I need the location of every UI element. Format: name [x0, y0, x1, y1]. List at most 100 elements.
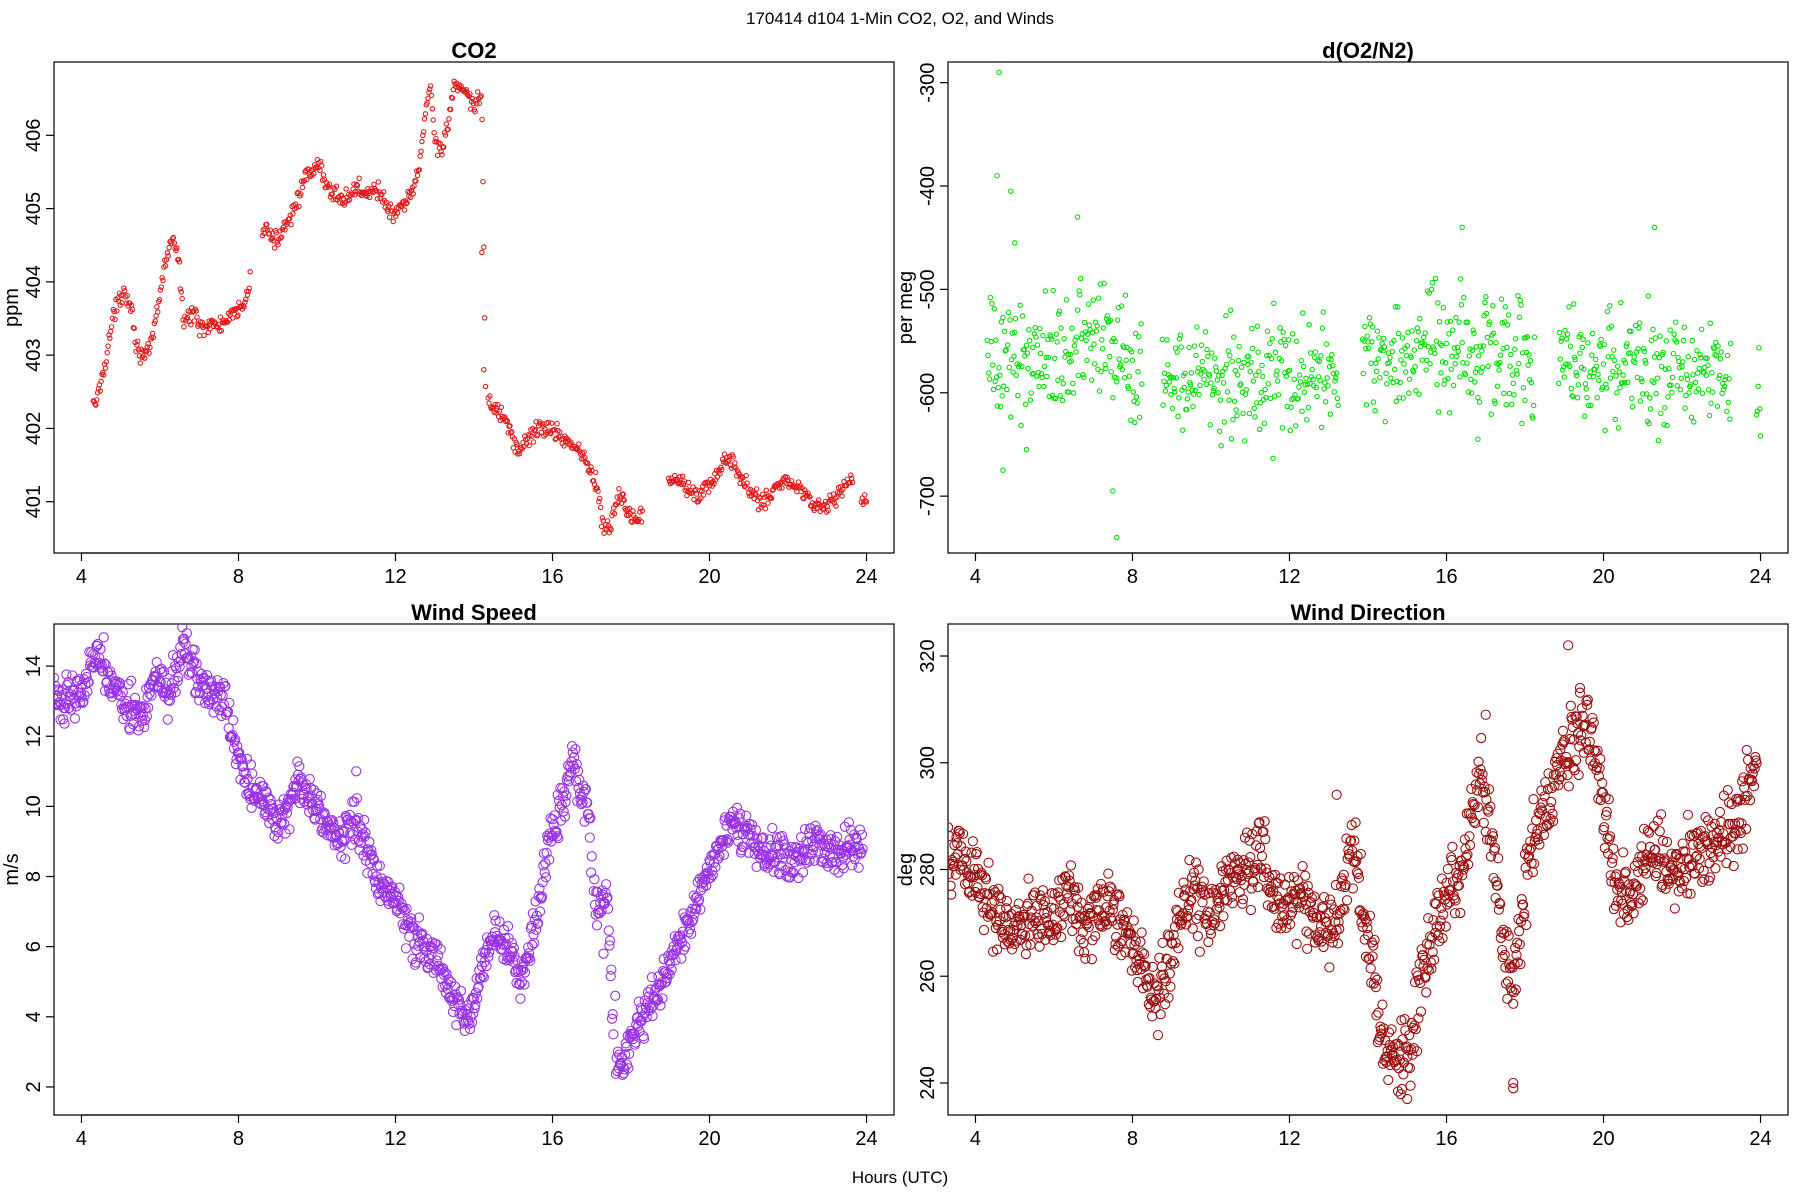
data-point — [1727, 416, 1733, 422]
data-point — [477, 970, 488, 982]
data-point — [1110, 336, 1117, 342]
data-point — [1014, 361, 1020, 367]
data-point — [1146, 1011, 1158, 1022]
data-point — [1512, 957, 1523, 968]
data-point — [1063, 297, 1070, 303]
data-point — [420, 129, 427, 135]
data-point — [1450, 382, 1457, 389]
data-point — [1080, 953, 1091, 964]
data-point — [244, 292, 251, 298]
data-point — [1564, 331, 1571, 337]
data-point — [1324, 375, 1330, 381]
data-point — [437, 140, 443, 147]
data-point — [1487, 339, 1494, 346]
data-point — [1056, 931, 1067, 943]
data-point — [1368, 940, 1379, 951]
data-point — [1406, 390, 1412, 396]
data-point — [1137, 348, 1144, 354]
data-point — [1482, 299, 1488, 306]
data-point — [1524, 334, 1531, 340]
data-point — [1218, 911, 1229, 922]
data-point — [230, 734, 241, 745]
data-point — [1510, 984, 1522, 995]
data-point — [413, 912, 425, 923]
data-point — [1413, 1013, 1424, 1024]
data-point — [1497, 359, 1503, 366]
data-point — [807, 845, 819, 856]
data-point — [1726, 376, 1732, 382]
data-point — [1389, 348, 1396, 355]
data-point — [1572, 718, 1583, 729]
data-point — [734, 813, 745, 824]
data-point — [554, 420, 560, 427]
data-point — [283, 796, 295, 807]
data-point — [1560, 757, 1571, 768]
data-point — [1237, 894, 1249, 905]
data-point — [1184, 396, 1191, 402]
data-point — [414, 172, 421, 179]
x-tick-label: 20 — [698, 566, 720, 588]
data-point — [708, 857, 720, 868]
data-point — [1435, 300, 1441, 306]
data-point — [1024, 350, 1031, 356]
data-point — [801, 487, 808, 493]
data-point — [1130, 389, 1137, 395]
data-point — [1078, 335, 1085, 342]
data-point — [1281, 922, 1292, 934]
data-point — [98, 632, 109, 643]
data-point — [1399, 348, 1405, 354]
data-point — [1074, 214, 1081, 220]
y-tick-label: 320 — [917, 639, 939, 672]
data-point — [719, 466, 725, 473]
data-point — [1588, 717, 1599, 728]
data-point — [1008, 188, 1014, 194]
data-point — [1002, 348, 1009, 354]
data-point — [97, 388, 103, 394]
y-axis-label: per meg — [895, 271, 917, 344]
data-point — [1439, 359, 1446, 365]
x-tick-label: 16 — [541, 566, 563, 588]
data-point — [1690, 372, 1696, 378]
data-point — [1478, 817, 1489, 828]
data-point — [158, 666, 170, 677]
data-point — [1562, 769, 1573, 781]
data-point — [949, 839, 960, 851]
data-point — [513, 978, 525, 989]
data-point — [1459, 339, 1465, 346]
data-point — [1391, 366, 1398, 373]
data-point — [991, 944, 1003, 955]
data-point — [1228, 436, 1235, 442]
data-point — [1581, 413, 1588, 419]
data-point — [1375, 356, 1381, 362]
data-point — [1303, 375, 1309, 382]
data-point — [1197, 382, 1203, 389]
data-point — [1498, 296, 1505, 302]
data-point — [1428, 286, 1435, 293]
data-point — [1391, 337, 1397, 344]
data-point — [1309, 937, 1321, 948]
data-point — [83, 677, 94, 688]
data-point — [193, 308, 199, 314]
data-point — [1366, 345, 1372, 351]
data-point — [1514, 371, 1520, 377]
data-point — [97, 666, 109, 677]
data-point — [801, 857, 813, 868]
data-point — [1434, 381, 1440, 388]
data-point — [532, 427, 538, 433]
data-point — [1558, 338, 1564, 344]
data-point — [1610, 900, 1622, 911]
data-point — [597, 504, 604, 511]
data-point — [272, 833, 283, 844]
data-point — [1036, 383, 1042, 390]
data-point — [1029, 887, 1041, 898]
data-point — [514, 441, 520, 447]
data-point — [1395, 304, 1401, 310]
data-point — [1249, 345, 1256, 352]
data-point — [1409, 328, 1415, 334]
data-point — [1756, 344, 1762, 351]
data-point — [1508, 1083, 1519, 1094]
data-point — [1680, 359, 1686, 365]
data-point — [854, 824, 866, 835]
data-point — [1040, 912, 1052, 923]
data-point — [430, 117, 436, 123]
